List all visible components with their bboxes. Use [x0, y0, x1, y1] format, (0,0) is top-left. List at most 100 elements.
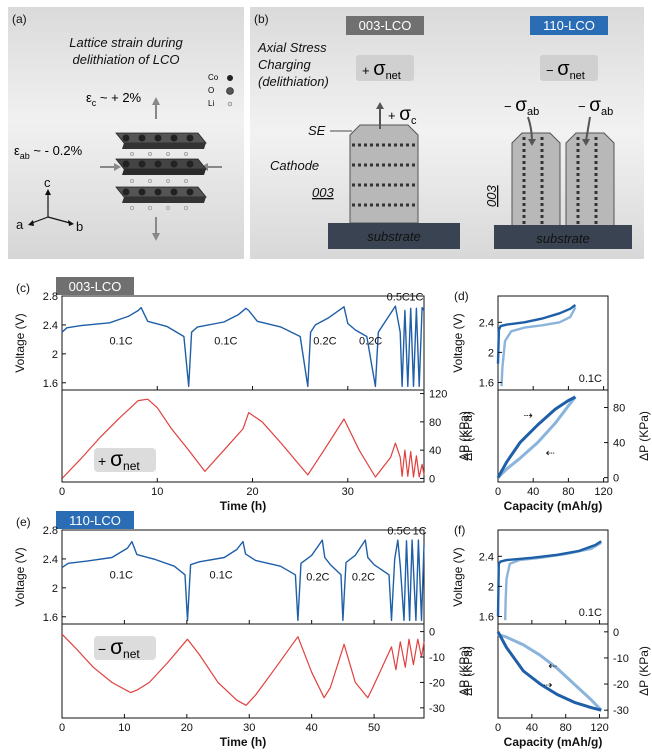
panel-c-rate-label-5: 1C [409, 291, 423, 303]
panel-c-rate-label-2: 0.2C [313, 335, 336, 347]
panel-f-pressure-ylabel: ΔP (KPa) [637, 646, 651, 696]
panel-e-xlabel: Time (h) [220, 735, 266, 749]
panel-c-pressure-frame [61, 389, 425, 483]
minus-sigma-net-box [540, 55, 598, 81]
substrate-right-label: substrate [536, 231, 589, 246]
panel-a-letter: (a) [12, 12, 27, 26]
panel-c-xlabel: Time (h) [220, 499, 266, 513]
panel-d-xlabel: Capacity (mAh/g) [504, 499, 603, 513]
panel-e-voltage-ytick-label-2: 2.4 [43, 554, 58, 566]
panel-a-title-2: delithiation of LCO [73, 52, 180, 67]
panel-e-voltage-ytick-label-3: 2.8 [43, 525, 58, 537]
cathode-label: Cathode [270, 158, 319, 173]
cathode-110-layers-icon [522, 137, 598, 225]
panel-e-pressure-ytick-label-3: -30 [429, 703, 445, 715]
axial-stress-3: (delithiation) [258, 74, 329, 89]
panel-d-voltage-ytick-label-1: 2 [488, 347, 494, 359]
panel-e-voltage-ylabel: Voltage (V) [13, 547, 27, 606]
panel-d-pressure-xtick-label-2: 80 [562, 486, 574, 498]
panel-d-pressure-ytick-label-1: 40 [613, 438, 625, 450]
panel-e-rate-label-0: 0.1C [110, 569, 133, 581]
minus-sigma-net: − σnet [546, 58, 585, 82]
panel-e-pressure-ytick-label-2: -20 [429, 677, 445, 689]
panel-c-letter: (c) [16, 281, 30, 295]
panel-d-discharge-arrow-icon: ⇠ [546, 448, 555, 460]
panel-f-pressure-discharge [497, 632, 603, 712]
panel-e-rate-label-1: 0.1C [210, 569, 233, 581]
panel-e-sigma-net: − σnet [98, 636, 140, 661]
panel-d-voltage-charge [496, 304, 577, 364]
panel-d-pressure-frame [497, 389, 609, 483]
panel-f-voltage-ytick-label-1: 2 [488, 581, 494, 593]
panel-c-pressure-ytick-label-1: 40 [429, 445, 441, 457]
panel-c-pressure-xtick-label-2: 20 [246, 486, 258, 498]
sigma-ab-label-2: − σab [578, 95, 613, 118]
legend-co: Co [208, 73, 219, 82]
panel-d-pressure-discharge [496, 396, 577, 479]
panel-d-pressure-xtick-label-3: 120 [594, 486, 612, 498]
sigma-ab-label-1: − σab [504, 95, 539, 118]
panel-c-pressure-ytick-label-2: 80 [429, 417, 441, 429]
panel-f-voltage-ytick-label-2: 2.4 [479, 551, 494, 563]
panel-c-voltage-series [61, 305, 425, 388]
cathode-110-column-2 [565, 132, 615, 228]
panel-d-pressure-ylabel: ΔP (KPa) [637, 411, 651, 461]
panel-c-pressure-ytick-label-3: 120 [429, 389, 447, 401]
panel-e-pressure-xtick-label-0: 0 [59, 722, 65, 734]
panel-d-letter: (d) [454, 289, 469, 303]
panel-c-voltage-frame [61, 295, 425, 391]
atom-legend: Co O Li [208, 73, 234, 108]
panel-e-badge-label: 110-LCO [69, 513, 121, 528]
badge-003-lco [346, 16, 424, 35]
panel-e-rate-label-3: 0.2C [352, 572, 375, 584]
orient-003-right: 003 [484, 185, 499, 207]
panel-f-xlabel: Capacity (mAh/g) [504, 735, 603, 749]
plus-sigma-net-box [356, 55, 414, 81]
substrate-left [328, 223, 460, 249]
panel-d-charge-arrow-icon: ⇢ [524, 410, 533, 422]
panel-f-pressure-xtick-label-1: 40 [526, 722, 538, 734]
substrate-left-label: substrate [367, 229, 420, 244]
panel-d-voltage-ytick-label-2: 2.4 [479, 317, 494, 329]
panel-e-voltage-ytick-label-0: 1.6 [43, 612, 58, 624]
sigma-ab-arrowhead-2-icon [582, 139, 590, 146]
panel-f-pressure-frame [497, 623, 609, 719]
panel-d-voltage-discharge [500, 306, 577, 387]
panel-f-pressure-ytick-label-1: -10 [613, 653, 629, 665]
panel-c-pressure-xtick-label-1: 10 [151, 486, 163, 498]
panel-e-pressure-xtick-label-1: 10 [118, 722, 130, 734]
panel-a: (a) Lattice strain during delithiation o… [8, 7, 244, 259]
orient-003-left: 003 [312, 185, 334, 200]
panel-d-pressure-xtick-label-1: 40 [527, 486, 539, 498]
sigma-ab-arrowhead-1-icon [528, 139, 536, 146]
cathode-003-block [349, 124, 419, 224]
panel-c-pressure-series [61, 398, 425, 479]
panel-c-badge [56, 277, 134, 295]
badge-003-lco-label: 003-LCO [359, 18, 412, 33]
panel-d-voltage-ytick-label-0: 1.6 [479, 377, 494, 389]
panel-d-pressure-ytick-label-0: 0 [613, 473, 619, 485]
legend-li: Li [208, 99, 214, 108]
panel-e-pressure-frame [61, 623, 425, 719]
panel-c-rate-label-1: 0.1C [214, 335, 237, 347]
strain-arrowhead-down-icon [152, 233, 160, 241]
panel-f-voltage-charge [496, 540, 602, 617]
axis-c-label: c [44, 175, 51, 190]
panel-e-badge [56, 511, 134, 529]
panel-f-pressure-xtick-label-3: 120 [590, 722, 608, 734]
panel-c-voltage-ytick-label-0: 1.6 [43, 378, 58, 390]
panel-e-pressure-xtick-label-3: 30 [243, 722, 255, 734]
plus-sigma-net: + σnet [362, 58, 401, 82]
sigma-c-arrowhead-icon [376, 102, 384, 109]
panel-e-rate-label-4: 0.5C [387, 525, 410, 537]
panel-e-pressure-xtick-label-2: 20 [181, 722, 193, 734]
panel-c-voltage-ytick-label-1: 2 [52, 349, 58, 361]
panel-c-voltage-ylabel: Voltage (V) [13, 313, 27, 372]
panel-f-pressure-ytick-label-3: -30 [613, 705, 629, 717]
panel-d-pressure-charge [496, 395, 577, 479]
sigma-ab-arrow-1-icon [527, 116, 533, 142]
panel-e-rate-label-2: 0.2C [306, 572, 329, 584]
panel-f-pressure-ylabel-left: ΔP (KPa) [461, 646, 475, 696]
li-atom-icon [227, 101, 233, 107]
panel-c-sigma-net: + σnet [98, 448, 140, 473]
